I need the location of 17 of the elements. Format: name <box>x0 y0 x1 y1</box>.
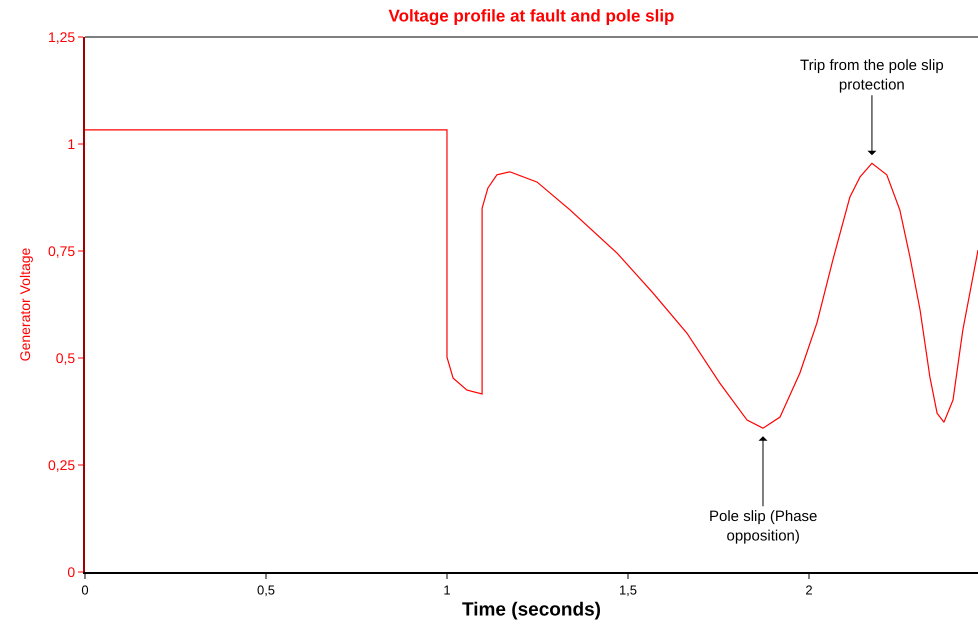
y-tick-label: 0,25 <box>48 456 76 473</box>
y-tick-label: 0,5 <box>56 350 76 366</box>
x-tick-label: 1,5 <box>618 582 638 598</box>
y-tick-label: 1 <box>67 136 76 152</box>
chart-title: Voltage profile at fault and pole slip <box>388 6 674 26</box>
x-tick-label: 0,5 <box>256 582 276 598</box>
annotation: Pole slip (Phase opposition) <box>709 508 818 544</box>
y-tick-label: 0 <box>67 564 76 580</box>
x-tick-label: 1 <box>443 582 451 598</box>
x-tick-label: 0 <box>81 582 89 598</box>
line-series <box>85 129 978 429</box>
y-axis-title: Generator Voltage <box>17 247 34 362</box>
x-tick-label: 2 <box>805 582 813 598</box>
annotation: Trip from the pole slip protection <box>800 57 944 94</box>
x-axis-title: Time (seconds) <box>462 600 602 621</box>
y-tick-label: 0,75 <box>48 242 76 259</box>
y-tick-label: 1,25 <box>48 28 76 45</box>
